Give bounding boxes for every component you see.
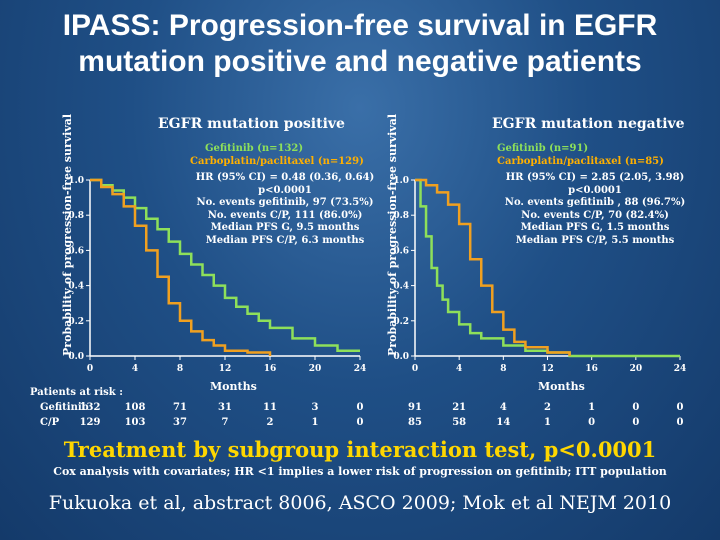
x-tick-label: 20 (309, 364, 322, 374)
title-line-2: mutation positive and negative patients (78, 45, 642, 78)
x-tick-label: 8 (177, 364, 183, 374)
at-risk-value: 2 (544, 402, 551, 413)
y-tick-label: 0.2 (393, 317, 409, 327)
at-risk-value: 58 (452, 417, 467, 428)
x-tick-label: 16 (264, 364, 277, 374)
at-risk-value: 1 (544, 417, 551, 428)
cox-note: Cox analysis with covariates; HR <1 impl… (53, 465, 667, 478)
at-risk-value: 37 (173, 417, 187, 428)
at-risk-value: 11 (263, 402, 277, 413)
stat-line: No. events C/P, 70 (82.4%) (521, 209, 669, 221)
at-risk-value: 108 (124, 402, 146, 413)
x-tick-label: 0 (412, 364, 418, 374)
stat-line: No. events gefitinib, 97 (73.5%) (196, 197, 374, 208)
y-tick-label: 0.8 (393, 211, 409, 221)
stat-line: p<0.0001 (568, 184, 622, 196)
at-risk-value: 0 (676, 417, 684, 428)
at-risk-value: 1 (311, 417, 319, 428)
at-risk-value: 0 (632, 402, 640, 413)
y-tick-label: 0.0 (68, 352, 84, 362)
x-tick-label: 12 (541, 364, 554, 374)
stat-line: No. events gefitinib , 88 (96.7%) (504, 197, 686, 208)
cp-curve (415, 178, 571, 356)
y-tick-label: 0.2 (68, 317, 84, 327)
x-tick-label: 16 (585, 364, 598, 374)
xlabel-positive: Months (210, 380, 257, 393)
at-risk-value: 0 (356, 417, 364, 428)
at-risk-label-cp: C/P (40, 417, 60, 428)
citation: Fukuoka et al, abstract 8006, ASCO 2009;… (48, 492, 672, 514)
slide-title: IPASS: Progression-free survival in EGFR… (0, 8, 720, 80)
stat-line: p<0.0001 (258, 184, 312, 196)
at-risk-value: 0 (676, 402, 684, 413)
stat-line: HR (95% CI) = 0.48 (0.36, 0.64) (195, 172, 375, 183)
at-risk-value: 85 (408, 417, 422, 428)
at-risk-value: 129 (79, 417, 101, 428)
x-tick-label: 20 (630, 364, 643, 374)
at-risk-label-gefitinib: Gefitinib (40, 402, 89, 413)
stat-line: No. events C/P, 111 (86.0%) (207, 209, 363, 221)
at-risk-value: 103 (124, 417, 146, 428)
stat-line: Median PFS G, 1.5 months (520, 222, 670, 233)
x-tick-label: 4 (456, 364, 462, 374)
legend-gefitinib-negative: Gefitinib (n=91) (497, 143, 589, 154)
at-risk-value: 0 (588, 417, 596, 428)
at-risk-value: 0 (356, 402, 364, 413)
at-risk-value: 132 (79, 402, 101, 413)
km-plot-positive: 0.0 0.2 0.4 0.6 0.8 1.0 0 4 8 12 16 20 24 (68, 176, 366, 374)
x-tick-label: 24 (674, 364, 687, 374)
y-tick-label: 1.0 (393, 176, 409, 186)
km-plot-negative: 0.0 0.2 0.4 0.6 0.8 1.0 0 4 8 12 16 20 24 (393, 176, 686, 374)
at-risk-value: 3 (311, 402, 319, 413)
cp-curve (90, 178, 272, 356)
at-risk-value: 91 (408, 402, 422, 413)
title-line-1: IPASS: Progression-free survival in EGFR (62, 9, 658, 42)
at-risk-title: Patients at risk : (30, 387, 123, 398)
stats-negative: HR (95% CI) = 2.85 (2.05, 3.98) p<0.0001… (495, 172, 695, 247)
stat-line: Median PFS C/P, 5.5 months (515, 234, 675, 246)
y-tick-label: 0.6 (68, 246, 84, 256)
y-tick-label: 0.4 (68, 282, 84, 292)
at-risk-value: 1 (588, 402, 596, 413)
legend-gefitinib-positive: Gefitinib (n=132) (205, 143, 304, 154)
stat-line: Median PFS C/P, 6.3 months (205, 234, 365, 246)
at-risk-value: 31 (218, 402, 232, 413)
at-risk-value: 4 (499, 402, 507, 413)
x-tick-label: 0 (87, 364, 93, 374)
at-risk-value: 71 (173, 402, 187, 413)
y-tick-label: 0.6 (393, 246, 409, 256)
at-risk-value: 21 (452, 402, 467, 413)
y-tick-label: 0.8 (68, 211, 84, 221)
at-risk-value: 2 (266, 417, 274, 428)
stat-line: Median PFS G, 9.5 months (210, 222, 360, 233)
y-tick-label: 1.0 (68, 176, 84, 186)
at-risk-value: 7 (221, 417, 229, 428)
x-tick-label: 4 (132, 364, 138, 374)
x-tick-label: 24 (354, 364, 367, 374)
panel-title-negative: EGFR mutation negative (492, 116, 685, 132)
xlabel-negative: Months (538, 380, 585, 393)
stat-line: HR (95% CI) = 2.85 (2.05, 3.98) (505, 172, 685, 183)
at-risk-value: 0 (632, 417, 640, 428)
x-tick-label: 12 (219, 364, 232, 374)
interaction-test-text: Treatment by subgroup interaction test, … (63, 437, 657, 462)
legend-cp-negative: Carboplatin/paclitaxel (n=85) (497, 156, 664, 167)
stats-positive: HR (95% CI) = 0.48 (0.36, 0.64) p<0.0001… (185, 172, 385, 247)
x-tick-label: 8 (500, 364, 506, 374)
at-risk-value: 14 (496, 417, 511, 428)
panel-title-positive: EGFR mutation positive (158, 116, 345, 132)
y-tick-label: 0.4 (393, 282, 409, 292)
y-tick-label: 0.0 (393, 352, 409, 362)
gefitinib-curve (90, 178, 360, 352)
legend-cp-positive: Carboplatin/paclitaxel (n=129) (190, 156, 364, 167)
